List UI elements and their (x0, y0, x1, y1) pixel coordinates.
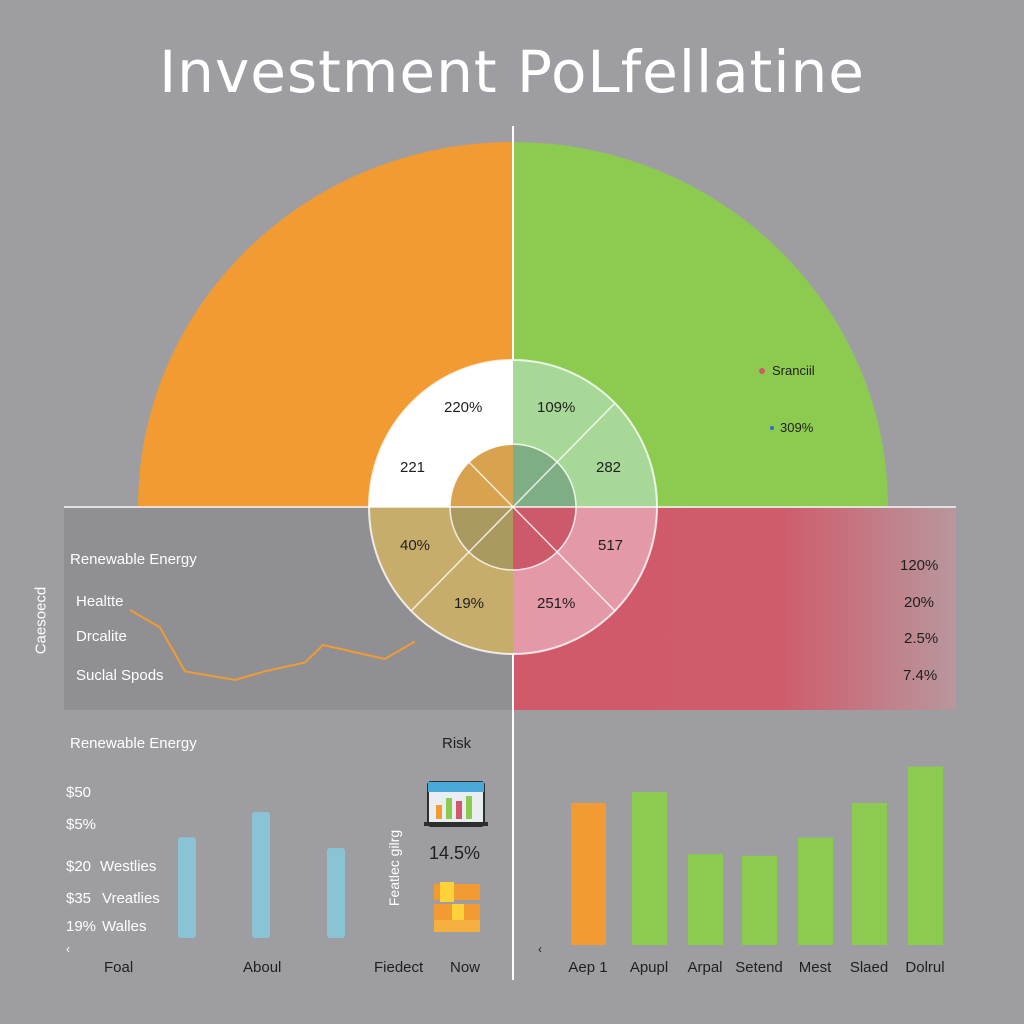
row-label: Renewable Energy (70, 551, 197, 568)
x-tick-label: Fiedect (374, 959, 424, 976)
right-bar-series (571, 766, 943, 945)
legend-label-1: Sranciil (772, 363, 815, 378)
left-bar-series (178, 812, 345, 938)
right-bar (852, 803, 887, 945)
left-axis-arrow: ‹ (66, 942, 70, 956)
ring-label: 517 (598, 537, 624, 554)
risk-label: Risk (442, 735, 472, 752)
risk-value: 20% (904, 594, 935, 611)
y-tick-label: $50 (66, 784, 92, 801)
x-tick-label: Slaed (849, 959, 889, 976)
dot-icon (770, 426, 774, 430)
right-bar (632, 792, 667, 945)
row-tag: Vreatlies (102, 890, 160, 907)
ring-label: 251% (537, 595, 576, 612)
ring-label: 109% (537, 399, 576, 416)
x-tick-label: Dolrul (905, 959, 945, 976)
right-bar (571, 803, 606, 945)
row-label: Suclal Spods (76, 667, 164, 684)
left-bar (178, 837, 196, 938)
y-tick-label: $20 (66, 858, 92, 875)
right-bar (742, 855, 777, 945)
ring-label: 40% (400, 537, 431, 554)
pie-icon (759, 368, 765, 374)
right-bar (798, 837, 833, 945)
right-axis-arrow: ‹ (538, 942, 542, 956)
x-tick-label: Foal (104, 959, 134, 976)
x-tick-label: Mest (798, 959, 832, 976)
risk-value: 7.4% (903, 667, 938, 684)
ring-label: 282 (596, 459, 622, 476)
risk-value: 2.5% (904, 630, 939, 647)
x-tick-label: Aep 1 (568, 959, 608, 976)
risk-value: 120% (900, 557, 939, 574)
left-bar (252, 812, 270, 938)
stat-label: Featlec gilrg (386, 829, 402, 907)
ring-label: 19% (454, 595, 485, 612)
x-tick-label: Now (450, 959, 481, 976)
trend-line (129, 609, 416, 682)
right-bar (688, 854, 723, 945)
stat-value: 14.5% (429, 843, 481, 863)
stacked-boxes-icon (434, 882, 480, 932)
page-title: Investment PoLfellatine (159, 38, 865, 106)
x-tick-label: Setend (735, 959, 783, 976)
y-tick-label: $5% (66, 816, 97, 833)
ring-label: 220% (444, 399, 483, 416)
y-tick-label: 19% (66, 918, 97, 935)
right-bar (908, 766, 943, 945)
legend-label-2: 309% (780, 420, 814, 435)
left-bar (327, 848, 345, 938)
row-tag: Walles (102, 918, 147, 935)
row-tag: Westlies (100, 858, 157, 875)
y-tick-label: $35 (66, 890, 92, 907)
calendar-icon (424, 781, 488, 827)
y-axis-label: Caesoecd (32, 586, 50, 655)
x-tick-label: Arpal (687, 959, 723, 976)
ring-label: 221 (400, 459, 426, 476)
x-tick-label: Aboul (243, 959, 282, 976)
x-tick-label: Apupl (629, 959, 669, 976)
left-chart-title: Renewable Energy (70, 735, 197, 752)
row-label: Drcalite (76, 628, 127, 645)
row-label: Healtte (76, 593, 124, 610)
